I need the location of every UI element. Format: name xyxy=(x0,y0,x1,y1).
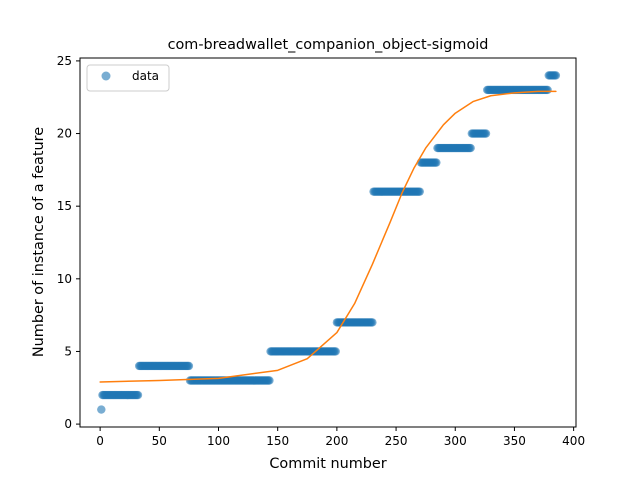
y-axis: 0 5 10 15 20 25 xyxy=(57,54,80,431)
data-point xyxy=(466,143,475,153)
x-tick-label: 50 xyxy=(152,434,167,448)
y-tick-label: 25 xyxy=(57,54,72,68)
chart-title: com-breadwallet_companion_object-sigmoid xyxy=(168,37,489,53)
data-point xyxy=(415,187,424,196)
plot-area xyxy=(97,71,561,414)
data-point xyxy=(265,376,274,385)
data-point xyxy=(97,405,106,414)
y-tick-label: 20 xyxy=(57,127,72,141)
y-tick-label: 0 xyxy=(64,417,72,431)
x-tick-label: 300 xyxy=(444,434,467,448)
y-tick-label: 15 xyxy=(57,199,72,213)
data-point xyxy=(481,129,491,138)
legend-box xyxy=(86,64,170,92)
data-point xyxy=(331,347,340,356)
y-tick-label: 5 xyxy=(64,344,72,358)
x-tick-label: 150 xyxy=(266,434,289,448)
x-tick-label: 400 xyxy=(562,434,585,448)
x-axis-label: Commit number xyxy=(269,456,386,472)
data-point xyxy=(184,361,194,371)
data-point xyxy=(551,71,561,80)
x-tick-label: 200 xyxy=(325,434,348,448)
x-tick-label: 350 xyxy=(503,434,526,448)
data-point xyxy=(543,85,552,95)
data-point xyxy=(133,390,143,400)
x-axis: 0 50 100 150 200 250 300 350 400 xyxy=(96,427,585,448)
sigmoid-fit-line xyxy=(99,90,557,383)
x-tick-label: 250 xyxy=(385,434,408,448)
legend: data xyxy=(86,64,170,92)
data-point xyxy=(368,318,377,327)
y-tick-label: 10 xyxy=(57,272,72,286)
axes-frame xyxy=(79,57,577,428)
data-point xyxy=(432,158,441,167)
y-axis-label: Number of instance of a feature xyxy=(31,127,47,357)
legend-marker-data xyxy=(101,71,111,81)
x-tick-label: 100 xyxy=(207,434,230,448)
x-tick-label: 0 xyxy=(96,434,104,448)
legend-label-data: data xyxy=(132,69,159,83)
